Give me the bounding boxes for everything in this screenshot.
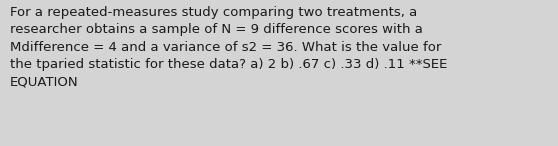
Text: For a repeated-measures study comparing two treatments, a
researcher obtains a s: For a repeated-measures study comparing … — [10, 6, 448, 89]
